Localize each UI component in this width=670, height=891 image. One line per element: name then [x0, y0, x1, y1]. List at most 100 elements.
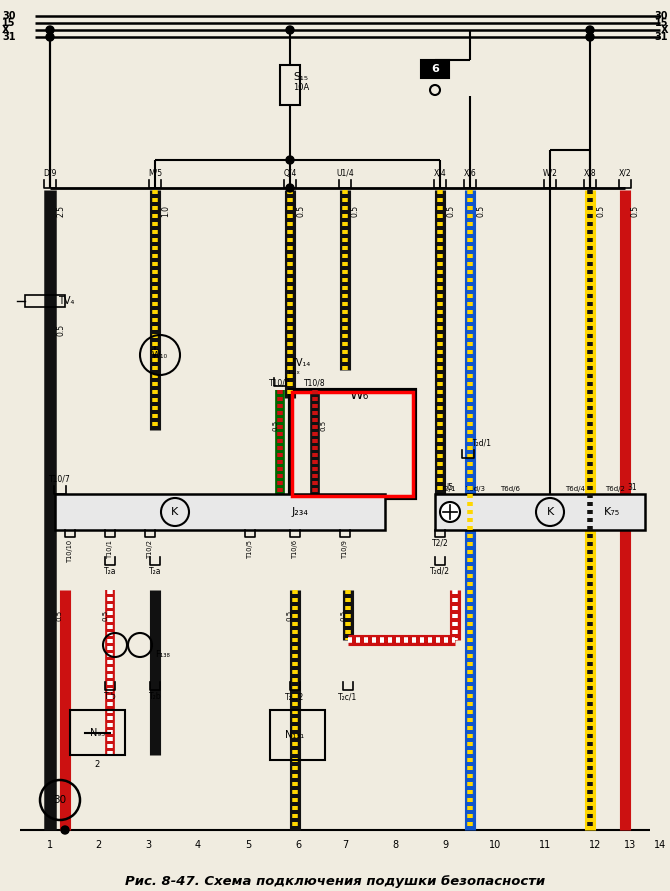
Text: 31: 31 — [655, 32, 668, 42]
Text: D/9: D/9 — [44, 169, 57, 178]
Text: T10/2: T10/2 — [147, 539, 153, 558]
Bar — [70, 710, 125, 755]
Text: X/2: X/2 — [618, 169, 631, 178]
Text: K: K — [172, 507, 179, 517]
Text: 1.0: 1.0 — [161, 205, 170, 217]
Text: T10/1: T10/1 — [107, 539, 113, 558]
Text: 30: 30 — [655, 11, 668, 21]
Text: 31: 31 — [627, 483, 637, 492]
Bar — [25, 295, 65, 307]
Text: 7: 7 — [342, 840, 348, 850]
Text: 0.5: 0.5 — [57, 610, 63, 621]
Text: TV₁₄: TV₁₄ — [290, 358, 310, 368]
Text: 0.5: 0.5 — [102, 610, 108, 621]
Text: 0.5: 0.5 — [351, 205, 360, 217]
Text: T₂d/1: T₂d/1 — [472, 439, 492, 448]
Text: 0.5: 0.5 — [272, 420, 278, 431]
Bar — [421, 60, 449, 78]
Text: T10/10: T10/10 — [67, 539, 73, 562]
Text: T₂a: T₂a — [104, 567, 117, 576]
Text: 15: 15 — [655, 18, 668, 28]
Text: T6d/3: T6d/3 — [465, 486, 485, 492]
Text: 0.5: 0.5 — [320, 420, 326, 431]
Text: 5: 5 — [245, 840, 251, 850]
Text: 10: 10 — [489, 840, 501, 850]
Text: 6: 6 — [431, 64, 439, 74]
Bar — [292, 392, 413, 496]
Text: 13: 13 — [624, 840, 636, 850]
Text: 12: 12 — [589, 840, 601, 850]
Text: 0.5: 0.5 — [596, 205, 605, 217]
Text: 30: 30 — [54, 795, 66, 805]
Text: T1ₓ: T1ₓ — [286, 367, 300, 376]
Text: T10/8: T10/8 — [304, 379, 326, 388]
Text: U1/4: U1/4 — [336, 169, 354, 178]
Text: W₁₀: W₁₀ — [152, 350, 168, 359]
Text: 6: 6 — [295, 840, 301, 850]
Text: 11: 11 — [539, 840, 551, 850]
Text: 15: 15 — [2, 18, 15, 28]
Bar — [270, 710, 325, 760]
Text: X/4: X/4 — [433, 169, 446, 178]
Text: 14: 14 — [654, 840, 666, 850]
Text: 0.5: 0.5 — [57, 324, 66, 336]
Text: T₂b: T₂b — [149, 692, 161, 701]
Text: T₂d/2: T₂d/2 — [430, 567, 450, 576]
Bar — [280, 65, 300, 105]
Text: T6d/2: T6d/2 — [605, 486, 625, 492]
Text: 0.5: 0.5 — [287, 610, 293, 621]
Text: 2: 2 — [95, 840, 101, 850]
Text: 2: 2 — [94, 760, 100, 769]
Text: T2/2: T2/2 — [431, 539, 448, 548]
Text: W₆: W₆ — [350, 388, 369, 402]
Circle shape — [440, 502, 460, 522]
Text: 31: 31 — [2, 32, 15, 42]
Text: X/8: X/8 — [584, 169, 596, 178]
Text: M/5: M/5 — [148, 169, 162, 178]
Text: T₂c/2: T₂c/2 — [285, 692, 305, 701]
Text: S₁₅: S₁₅ — [293, 72, 308, 82]
Text: T6d/4: T6d/4 — [565, 486, 585, 492]
Text: T10/7: T10/7 — [49, 475, 71, 484]
Bar — [55, 494, 385, 530]
Text: 30: 30 — [2, 11, 15, 21]
Text: W/2: W/2 — [543, 169, 557, 178]
Text: N₁₃₁: N₁₃₁ — [285, 730, 305, 740]
Text: Q/4: Q/4 — [283, 169, 297, 178]
Circle shape — [586, 33, 594, 41]
Text: J₂₃₄: J₂₃₄ — [291, 507, 308, 517]
Text: T₂c/1: T₂c/1 — [338, 692, 358, 701]
Text: F₁₃₈: F₁₃₈ — [155, 650, 170, 659]
Text: TV₄: TV₄ — [58, 296, 74, 306]
Text: 0.5: 0.5 — [446, 205, 455, 217]
Circle shape — [286, 184, 294, 192]
Text: T6d/6: T6d/6 — [500, 486, 520, 492]
Text: T10/6: T10/6 — [292, 539, 298, 558]
Text: X/6: X/6 — [464, 169, 476, 178]
Text: X: X — [2, 25, 9, 35]
Text: X: X — [661, 25, 668, 35]
Text: I5: I5 — [446, 483, 454, 492]
Text: 0.5: 0.5 — [631, 205, 640, 217]
Circle shape — [46, 33, 54, 41]
Text: T10/5: T10/5 — [247, 539, 253, 558]
Text: T10/3: T10/3 — [269, 379, 291, 388]
Text: 3: 3 — [145, 840, 151, 850]
Text: 9: 9 — [442, 840, 448, 850]
Text: 2.5: 2.5 — [57, 205, 66, 217]
Text: 4: 4 — [195, 840, 201, 850]
Bar — [435, 494, 645, 530]
Text: 8: 8 — [392, 840, 398, 850]
Text: N₉₅: N₉₅ — [90, 727, 105, 738]
Text: 10A: 10A — [293, 83, 310, 92]
Text: K₇₅: K₇₅ — [604, 507, 620, 517]
Circle shape — [286, 26, 294, 34]
Text: 0.5: 0.5 — [340, 610, 346, 621]
Circle shape — [61, 826, 69, 834]
Text: Рис. 8-47. Схема подключения подушки безопасности: Рис. 8-47. Схема подключения подушки без… — [125, 875, 545, 888]
Text: K: K — [546, 507, 553, 517]
Circle shape — [586, 26, 594, 34]
Text: 0.5: 0.5 — [296, 205, 305, 217]
Text: T10/9: T10/9 — [342, 539, 348, 558]
Text: 0.5: 0.5 — [476, 205, 485, 217]
